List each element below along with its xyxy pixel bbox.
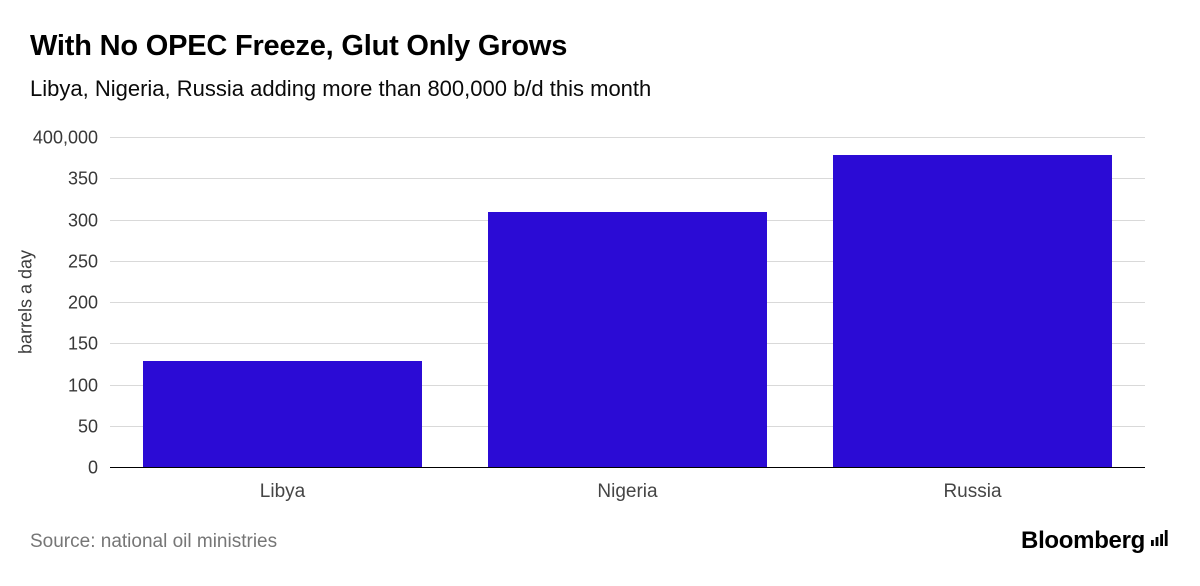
bloomberg-logo: Bloomberg xyxy=(1021,527,1168,555)
bar-band xyxy=(800,138,1145,468)
chart-subtitle: Libya, Nigeria, Russia adding more than … xyxy=(30,76,652,101)
bar-band xyxy=(455,138,800,468)
y-tick-label: 100 xyxy=(67,375,98,395)
x-axis-line xyxy=(110,466,1145,468)
y-tick-label: 200 xyxy=(67,292,98,313)
y-tick-label: 350 xyxy=(67,168,98,189)
bar-libya xyxy=(142,360,423,468)
bars xyxy=(110,138,1145,468)
bar-band xyxy=(110,138,455,468)
y-tick-label: 50 xyxy=(77,416,98,437)
y-tick-label: 0 xyxy=(87,457,98,478)
x-axis-labels: Libya Nigeria Russia xyxy=(110,481,1145,503)
y-tick-label: 250 xyxy=(67,251,98,272)
chart-title: With No OPEC Freeze, Glut Only Grows xyxy=(30,30,568,62)
source-text: Source: national oil ministries xyxy=(30,531,278,552)
plot-area: 0 50 100 150 200 250 300 350 400,000 xyxy=(33,128,1145,478)
gridline xyxy=(110,178,1145,180)
y-axis-title: barrels a day xyxy=(15,249,36,355)
x-tick-label-libya: Libya xyxy=(259,481,306,502)
bar-chart-icon xyxy=(1151,530,1168,555)
bar-russia xyxy=(832,154,1113,468)
bar-nigeria xyxy=(487,212,768,468)
y-tick-label: 150 xyxy=(67,333,98,354)
x-tick-label-nigeria: Nigeria xyxy=(597,481,658,502)
y-tick-label: 300 xyxy=(67,210,98,230)
x-tick-label-russia: Russia xyxy=(943,481,1002,502)
gridline xyxy=(110,137,1145,138)
y-tick-label: 400,000 xyxy=(32,127,98,148)
bloomberg-logo-text: Bloomberg xyxy=(1021,527,1145,554)
